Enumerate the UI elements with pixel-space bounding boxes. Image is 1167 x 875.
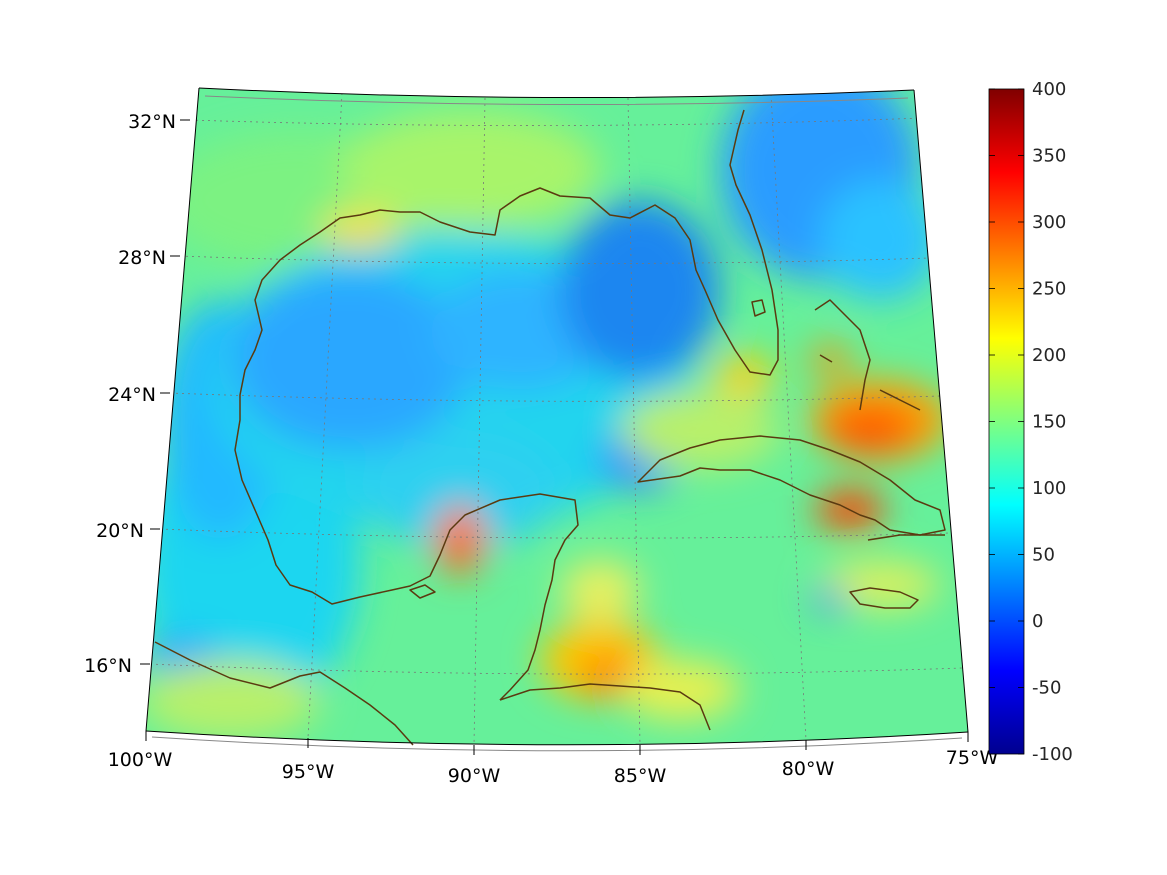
coastline-cuba bbox=[637, 435, 946, 536]
lat-label-20: 20°N bbox=[96, 520, 144, 542]
colorbar-label: 0 bbox=[1032, 611, 1043, 632]
coastlines bbox=[154, 109, 946, 746]
lon-label-95: 95°W bbox=[282, 761, 335, 783]
graticule bbox=[149, 92, 963, 745]
map-ticks bbox=[140, 119, 969, 755]
colorbar-label: 200 bbox=[1032, 345, 1066, 366]
grid-lat-20 bbox=[159, 528, 951, 539]
lat-label-24: 24°N bbox=[108, 384, 156, 406]
colorbar-label: 400 bbox=[1032, 79, 1066, 100]
lon-label-100: 100°W bbox=[108, 749, 173, 771]
colorbar-label: -100 bbox=[1032, 744, 1073, 765]
coastline-jamaica bbox=[849, 587, 919, 609]
colorbar-label: 350 bbox=[1032, 146, 1066, 167]
lon-label-80: 80°W bbox=[782, 758, 835, 780]
coastline-gulf-mexico bbox=[234, 109, 779, 701]
lon-label-85: 85°W bbox=[614, 765, 667, 787]
lon-tick-labels: 100°W 95°W 90°W 85°W 80°W 75°W bbox=[108, 747, 999, 787]
map-frame bbox=[145, 87, 969, 752]
lat-label-28: 28°N bbox=[118, 247, 166, 269]
lat-label-16: 16°N bbox=[84, 655, 132, 677]
coastline-bahamas bbox=[814, 299, 921, 411]
coastline-yucatan-lake bbox=[409, 584, 436, 599]
coastline-pacific-mexico bbox=[154, 641, 414, 746]
colorbar: 400 350 300 250 200 150 100 50 0 -50 -100 bbox=[988, 79, 1073, 765]
colorbar-label: 150 bbox=[1032, 412, 1066, 433]
colorbar-ticks bbox=[989, 88, 1024, 755]
coastline-hispaniola bbox=[867, 534, 945, 541]
lat-label-32: 32°N bbox=[128, 111, 176, 133]
colorbar-label: -50 bbox=[1032, 678, 1061, 699]
grid-lat-28 bbox=[179, 255, 931, 264]
colorbar-label: 50 bbox=[1032, 545, 1055, 566]
grid-lat-16 bbox=[149, 663, 963, 675]
lon-label-90: 90°W bbox=[448, 765, 501, 787]
colorbar-labels: 400 350 300 250 200 150 100 50 0 -50 -100 bbox=[1032, 79, 1073, 765]
grid-lat-24 bbox=[169, 392, 941, 402]
coastline-central-america bbox=[499, 683, 711, 731]
colorbar-label: 300 bbox=[1032, 212, 1066, 233]
heatmap-field bbox=[146, 88, 968, 745]
lon-label-75: 75°W bbox=[946, 747, 999, 769]
colorbar-label: 100 bbox=[1032, 478, 1066, 499]
colorbar-label: 250 bbox=[1032, 279, 1066, 300]
lat-tick-labels: 32°N 28°N 24°N 20°N 16°N bbox=[84, 111, 176, 677]
coastline-okeechobee bbox=[751, 299, 766, 317]
